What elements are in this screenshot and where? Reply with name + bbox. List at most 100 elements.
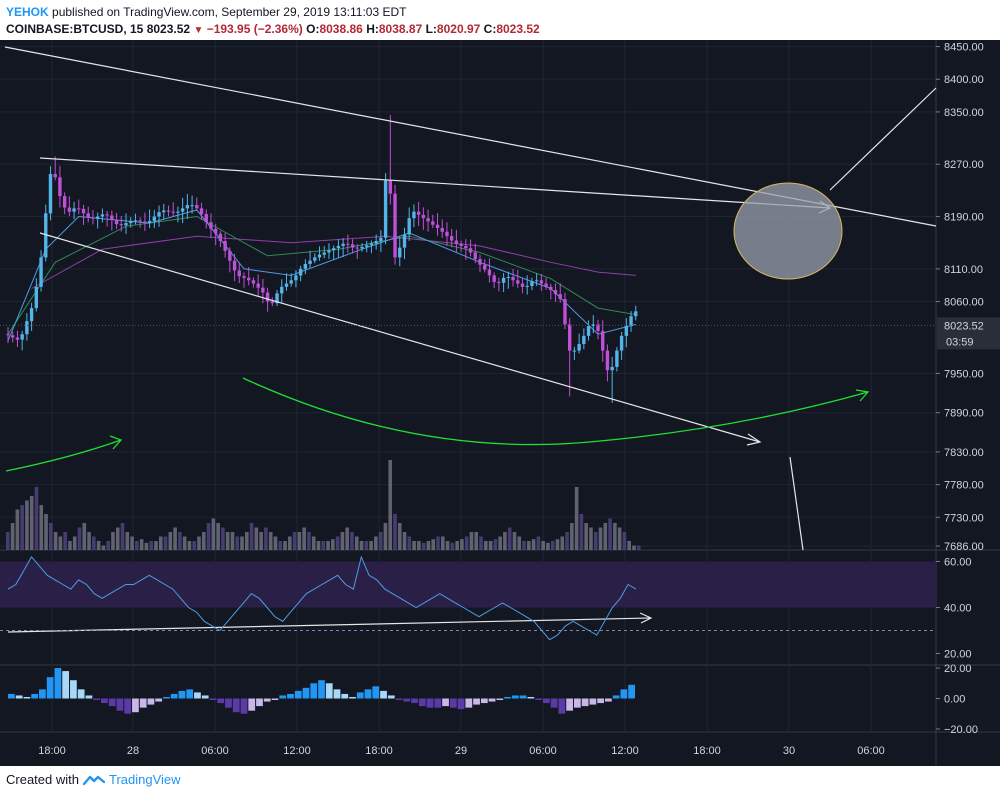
symbol-name: COINBASE:BTCUSD, 15 <box>6 22 144 36</box>
histogram-bar <box>232 698 240 713</box>
histogram-bar <box>496 698 504 701</box>
candle-body <box>44 213 48 258</box>
candle-body <box>567 324 572 351</box>
candle-body <box>454 240 459 244</box>
candle-body <box>497 281 501 283</box>
candle-body <box>133 220 138 222</box>
volume-bar <box>627 541 631 550</box>
volume-bar <box>455 541 459 550</box>
volume-bar <box>259 532 263 550</box>
candle-body <box>393 193 397 258</box>
volume-bar <box>192 541 197 550</box>
candle-body <box>34 286 39 309</box>
histogram-bar <box>581 698 589 707</box>
volume-bar <box>125 532 130 550</box>
candle-body <box>308 260 312 264</box>
volume-bar <box>235 536 240 550</box>
countdown-label: 03:59 <box>946 336 974 348</box>
volume-bar <box>603 523 608 550</box>
candle-body <box>610 366 614 371</box>
volume-bar <box>536 536 541 550</box>
volume-bar <box>359 541 364 550</box>
histogram-bar <box>39 689 46 699</box>
volume-bar <box>426 541 431 550</box>
volume-bar <box>550 541 555 550</box>
histogram-bar <box>449 698 457 708</box>
volume-bar <box>249 523 254 550</box>
candle-body <box>459 243 463 246</box>
histogram-bar <box>395 698 403 701</box>
price-tick-label: 7780.00 <box>944 480 984 492</box>
candle-body <box>449 236 454 241</box>
candle-body <box>232 260 237 271</box>
candle-body <box>383 180 388 238</box>
volume-bar <box>364 541 369 550</box>
lower-trendline <box>39 232 761 443</box>
candle-body <box>289 280 293 284</box>
candle-body <box>487 269 492 276</box>
price-tick-label: 7730.00 <box>944 512 984 524</box>
volume-bar <box>498 536 502 550</box>
close-label: C: <box>483 22 497 36</box>
volume-bar <box>560 536 565 550</box>
low-value: 8020.97 <box>436 22 481 36</box>
candle-body <box>91 217 95 219</box>
high-label: H: <box>366 22 379 36</box>
histogram-bar <box>356 692 364 699</box>
volume-bar <box>6 532 10 550</box>
volume-bar <box>10 523 15 550</box>
volume-bar <box>503 532 507 550</box>
volume-bar <box>617 527 622 550</box>
volume-bar <box>632 545 636 550</box>
drop-line <box>789 456 804 551</box>
histogram-bar <box>418 698 426 707</box>
volume-bar <box>163 536 168 550</box>
candle-body <box>166 210 171 212</box>
candle-body <box>6 334 10 336</box>
chart-canvas[interactable]: 8450.00 8400.00 8350.00 8270.00 8190.00 8110.… <box>0 40 1000 766</box>
candle-body <box>147 220 152 223</box>
volume-bar <box>115 527 120 550</box>
candle-body <box>530 281 534 287</box>
histogram-bar <box>217 698 225 704</box>
candle-body <box>53 174 57 178</box>
candle-body <box>317 254 322 258</box>
candle-body <box>180 208 185 212</box>
volume-bar <box>445 541 450 550</box>
time-tick-label: 18:00 <box>38 745 66 757</box>
candle-body <box>516 280 520 284</box>
volume-bar <box>101 545 106 550</box>
candle-body <box>86 213 90 218</box>
volume-bar <box>331 539 335 550</box>
volume-bar <box>221 527 225 550</box>
histogram-bar <box>589 698 597 705</box>
histogram-bar <box>101 698 108 704</box>
breakout-line <box>829 87 937 191</box>
author-name[interactable]: YEHOK <box>6 5 49 19</box>
target-zone-ellipse <box>733 182 843 280</box>
candle-body <box>242 276 246 278</box>
publish-info: YEHOK published on TradingView.com, Sept… <box>6 5 406 19</box>
candle-body <box>336 245 341 249</box>
volume-bar <box>29 496 34 550</box>
time-tick-label: 12:00 <box>283 745 311 757</box>
histogram-bar <box>287 693 294 699</box>
candle-body <box>374 241 378 244</box>
volume-bar <box>474 532 479 550</box>
volume-bar <box>421 542 426 550</box>
candle-body <box>185 205 190 209</box>
volume-bar <box>273 536 278 550</box>
volume-bar <box>173 527 177 550</box>
tradingview-brand[interactable]: TradingView <box>108 772 181 787</box>
volume-bar <box>397 523 402 550</box>
time-tick-label: 12:00 <box>611 745 639 757</box>
histogram-bar <box>310 683 318 699</box>
candle-body <box>553 290 558 295</box>
histogram-bar <box>566 698 573 711</box>
volume-bar <box>636 545 641 550</box>
candle-body <box>520 283 525 287</box>
rsi-tick-label: 60.00 <box>944 557 972 569</box>
candle-body <box>346 243 350 245</box>
volume-bar <box>593 532 598 550</box>
volume-bar <box>297 532 302 550</box>
